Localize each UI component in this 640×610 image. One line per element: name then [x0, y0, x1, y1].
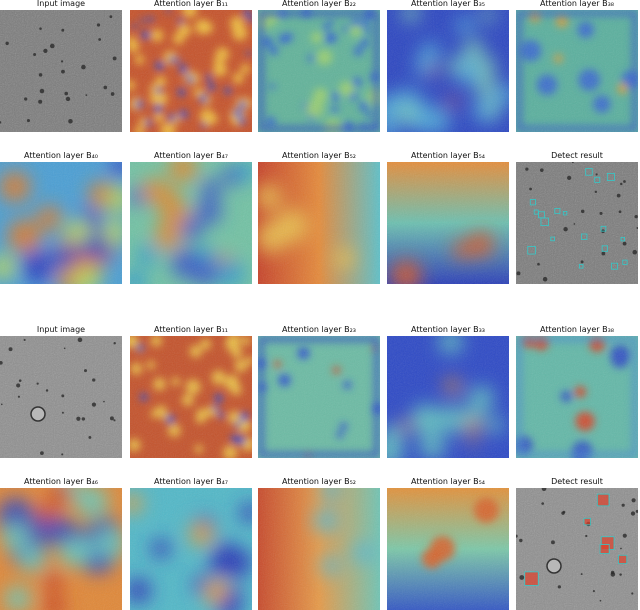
panel-caption: Attention layer B₄₇ [154, 477, 228, 486]
panel-caption: Attention layer B₁₁ [154, 0, 228, 8]
panel-caption: Attention layer B₂₂ [282, 0, 356, 8]
panel-image [130, 336, 252, 458]
panel-caption: Attention layer B₄₆ [24, 477, 98, 486]
detection-box [554, 208, 561, 215]
panel-image [130, 488, 252, 610]
detection-box [524, 571, 539, 586]
detection-box [550, 236, 555, 242]
panel-image [258, 488, 380, 610]
detection-box [594, 176, 601, 183]
detection-box [585, 168, 593, 176]
detection-box [600, 225, 607, 232]
detection-box [611, 262, 618, 270]
panel-image [516, 488, 638, 610]
detection-box [581, 233, 588, 240]
detection-box [622, 259, 628, 265]
panel-image [258, 10, 380, 132]
panel-caption: Attention layer B₃₈ [540, 325, 614, 334]
panel-image [387, 336, 509, 458]
panel-image [516, 10, 638, 132]
panel-caption: Attention layer B₂₃ [282, 325, 356, 334]
detection-box [596, 493, 610, 507]
detection-box [583, 517, 591, 526]
panel-image [387, 488, 509, 610]
panel-image [0, 10, 122, 132]
panel-caption: Input image [37, 0, 85, 8]
detection-box [601, 245, 609, 252]
panel-image [0, 488, 122, 610]
panel-caption: Attention layer B₄₇ [154, 151, 228, 160]
detection-box [620, 236, 626, 242]
panel-caption: Detect result [551, 477, 603, 486]
panel-caption: Input image [37, 325, 85, 334]
panel-caption: Detect result [551, 151, 603, 160]
panel-caption: Attention layer B₅₄ [411, 477, 485, 486]
detection-box [578, 264, 584, 269]
panel-caption: Attention layer B₄₀ [24, 151, 98, 160]
panel-caption: Attention layer B₃₅ [411, 0, 485, 8]
panel-image [516, 336, 638, 458]
panel-image [258, 336, 380, 458]
detection-box [527, 246, 536, 255]
detection-box [538, 211, 545, 219]
panel-image [130, 10, 252, 132]
detection-box [529, 199, 537, 206]
panel-caption: Attention layer B₃₃ [411, 325, 485, 334]
panel-image [0, 162, 122, 284]
panel-image [258, 162, 380, 284]
panel-caption: Attention layer B₃₈ [540, 0, 614, 8]
panel-caption: Attention layer B₅₂ [282, 151, 356, 160]
panel-caption: Attention layer B₅₄ [411, 151, 485, 160]
panel-image [387, 10, 509, 132]
panel-image [516, 162, 638, 284]
panel-caption: Attention layer B₁₁ [154, 325, 228, 334]
detection-box [618, 554, 628, 565]
detection-box [599, 544, 610, 554]
panel-image [130, 162, 252, 284]
panel-image [0, 336, 122, 458]
detection-box [606, 173, 615, 181]
panel-image [387, 162, 509, 284]
panel-caption: Attention layer B₅₂ [282, 477, 356, 486]
detection-box [562, 211, 568, 216]
